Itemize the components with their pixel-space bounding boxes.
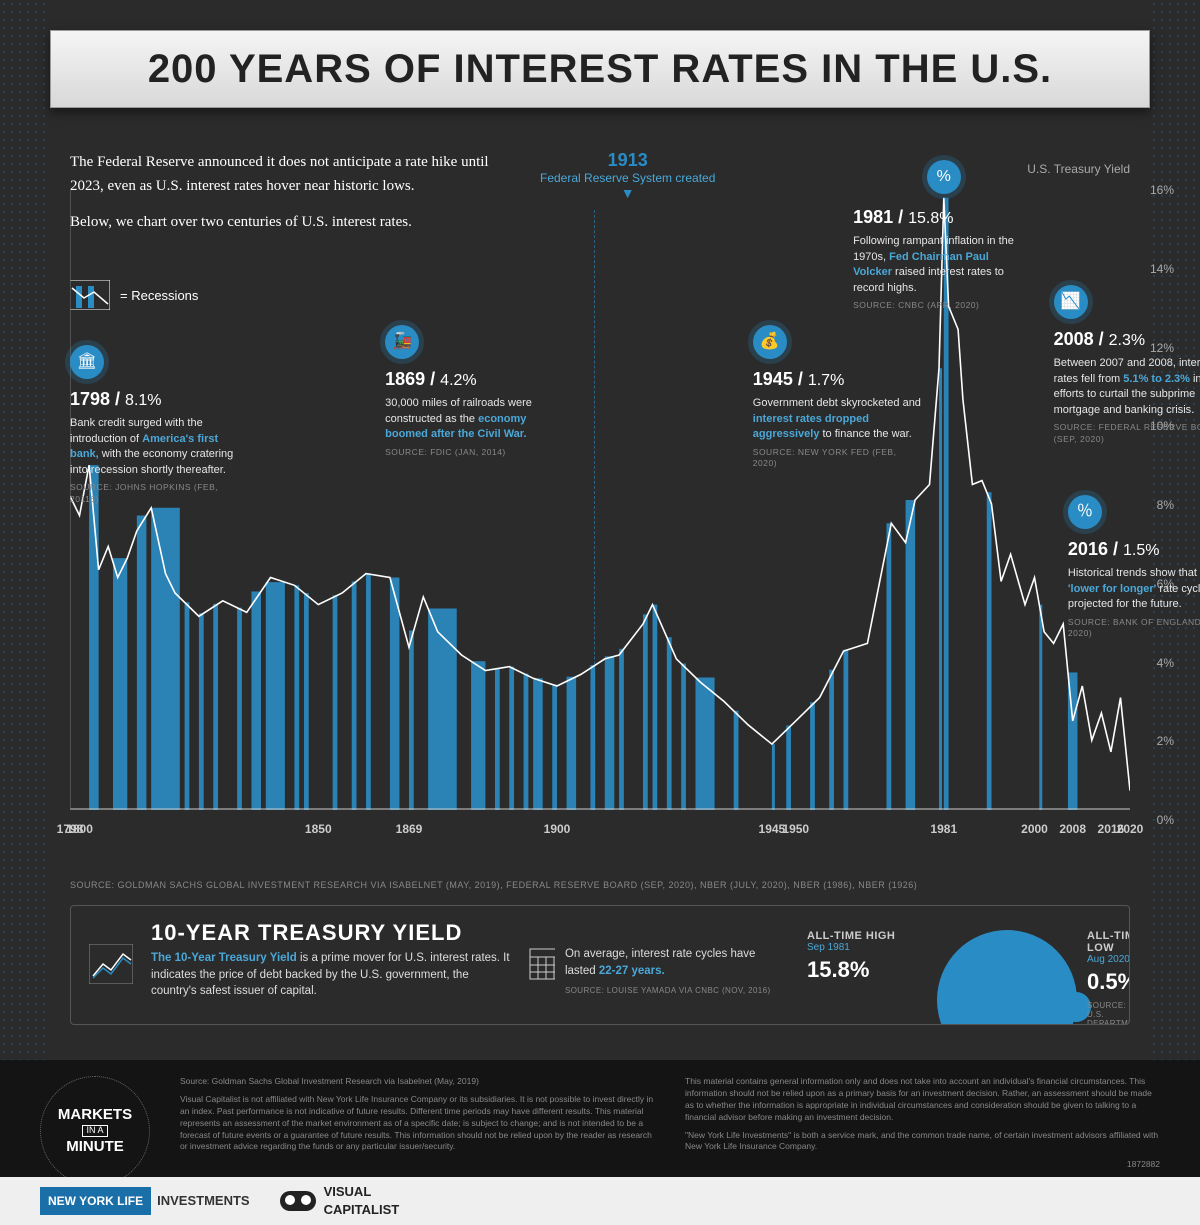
vc-goggles-icon [280, 1191, 316, 1211]
disclaimer-3: "New York Life Investments" is both a se… [685, 1130, 1160, 1154]
logo-l1: MARKETS [58, 1107, 132, 1124]
xtick-1869: 1869 [396, 822, 423, 836]
callout-icon: 🏛 [70, 345, 104, 379]
logo-l2: IN A [82, 1125, 107, 1137]
footer-code: 1872882 [685, 1159, 1160, 1171]
ath-label: ALL-TIME HIGH [807, 930, 895, 942]
bottom-panel: 10-YEAR TREASURY YIELD The 10-Year Treas… [70, 905, 1130, 1025]
ath-value: 15.8% [807, 957, 895, 983]
ytick-0: 0% [1157, 813, 1174, 827]
ytick-2: 2% [1157, 734, 1174, 748]
footer-source: Source: Goldman Sachs Global Investment … [180, 1076, 655, 1088]
nyl-logo: NEW YORK LIFE INVESTMENTS [40, 1187, 250, 1216]
atl-src: SOURCE: U.S. DEPARTMENT OF THE TREASURY … [1087, 1001, 1130, 1025]
peak-1981-icon: % [927, 160, 961, 194]
logo-l3: MINUTE [66, 1139, 124, 1156]
semi-high [937, 930, 1077, 1025]
xtick-2020: 2020 [1117, 822, 1144, 836]
disclaimer-col-1: Source: Goldman Sachs Global Investment … [180, 1076, 655, 1186]
disclaimer-1: Visual Capitalist is not affiliated with… [180, 1094, 655, 1153]
ath-date: Sep 1981 [807, 942, 895, 953]
callout-1913-year: 1913 [540, 150, 715, 171]
callout-1981: 1981 / 15.8%Following rampant inflation … [853, 205, 1023, 312]
callout-2016: ％2016 / 1.5%Historical trends show that … [1068, 495, 1200, 640]
infographic-page: 200 YEARS OF INTEREST RATES IN THE U.S. … [0, 0, 1200, 1225]
calendar-icon [529, 946, 555, 980]
bp-mid: On average, interest rate cycles have la… [529, 920, 789, 997]
footer: MARKETS IN A MINUTE Source: Goldman Sach… [0, 1060, 1200, 1225]
all-time-high: ALL-TIME HIGH Sep 1981 15.8% [807, 930, 895, 983]
bp-left-hl: The 10-Year Treasury Yield [151, 952, 297, 964]
xtick-1945: 1945 [759, 822, 786, 836]
xtick-1850: 1850 [305, 822, 332, 836]
visual-capitalist-logo: VISUAL CAPITALIST [280, 1183, 400, 1219]
brand-strip: NEW YORK LIFE INVESTMENTS VISUAL CAPITAL… [0, 1177, 1200, 1225]
xtick-1800: 1800 [66, 822, 93, 836]
yield-chart-icon [89, 944, 133, 984]
nyl-box: NEW YORK LIFE [40, 1187, 151, 1216]
disclaimer-2: This material contains general informati… [685, 1076, 1160, 1124]
nyl-investments: INVESTMENTS [157, 1192, 249, 1210]
y-axis-title: U.S. Treasury Yield [1027, 162, 1130, 176]
disclaimer-col-2: This material contains general informati… [685, 1076, 1160, 1186]
vc-l1: VISUAL [324, 1184, 372, 1199]
ytick-4: 4% [1157, 656, 1174, 670]
chart-zone: The Federal Reserve announced it does no… [70, 150, 1130, 850]
callout-icon: 💰 [753, 325, 787, 359]
xtick-1950: 1950 [782, 822, 809, 836]
callout-1798: 🏛1798 / 8.1%Bank credit surged with the … [70, 345, 240, 506]
ytick-16: 16% [1150, 183, 1174, 197]
all-time-low: ALL-TIME LOW Aug 2020 0.5% SOURCE: U.S. … [1087, 930, 1130, 1025]
atl-value: 0.5% [1087, 969, 1130, 995]
markets-in-a-minute-logo: MARKETS IN A MINUTE [40, 1076, 150, 1186]
bp-mid-hl: 22-27 years. [599, 965, 665, 977]
callout-icon: ％ [1068, 495, 1102, 529]
callout-icon: 📉 [1054, 285, 1088, 319]
xtick-1981: 1981 [930, 822, 957, 836]
xtick-2000: 2000 [1021, 822, 1048, 836]
bp-right: ALL-TIME HIGH Sep 1981 15.8% ALL-TIME LO… [807, 920, 1111, 1010]
xtick-1900: 1900 [544, 822, 571, 836]
ytick-14: 14% [1150, 262, 1174, 276]
title-bar: 200 YEARS OF INTEREST RATES IN THE U.S. [50, 30, 1150, 108]
callout-1869: 🚂1869 / 4.2%30,000 miles of railroads we… [385, 325, 555, 458]
vc-l2: CAPITALIST [324, 1202, 400, 1217]
callout-1945: 💰1945 / 1.7%Government debt skyrocketed … [753, 325, 923, 470]
atl-label: ALL-TIME LOW [1087, 930, 1130, 954]
callout-icon: 🚂 [385, 325, 419, 359]
callout-1913-text: Federal Reserve System created [540, 171, 715, 185]
decor-dots-left [0, 0, 50, 1225]
bp-left: 10-YEAR TREASURY YIELD The 10-Year Treas… [151, 920, 511, 1000]
page-title: 200 YEARS OF INTEREST RATES IN THE U.S. [148, 47, 1052, 92]
callout-2008: 📉2008 / 2.3%Between 2007 and 2008, inter… [1054, 285, 1200, 446]
chart-source: SOURCE: GOLDMAN SACHS GLOBAL INVESTMENT … [70, 880, 917, 890]
xtick-2008: 2008 [1059, 822, 1086, 836]
bp-title: 10-YEAR TREASURY YIELD [151, 920, 511, 946]
x-axis-ticks: 1798180018501869190019451950198120002008… [70, 822, 1130, 842]
atl-date: Aug 2020 [1087, 954, 1130, 965]
bp-mid-src: SOURCE: LOUISE YAMADA VIA CNBC (NOV, 201… [565, 985, 789, 997]
